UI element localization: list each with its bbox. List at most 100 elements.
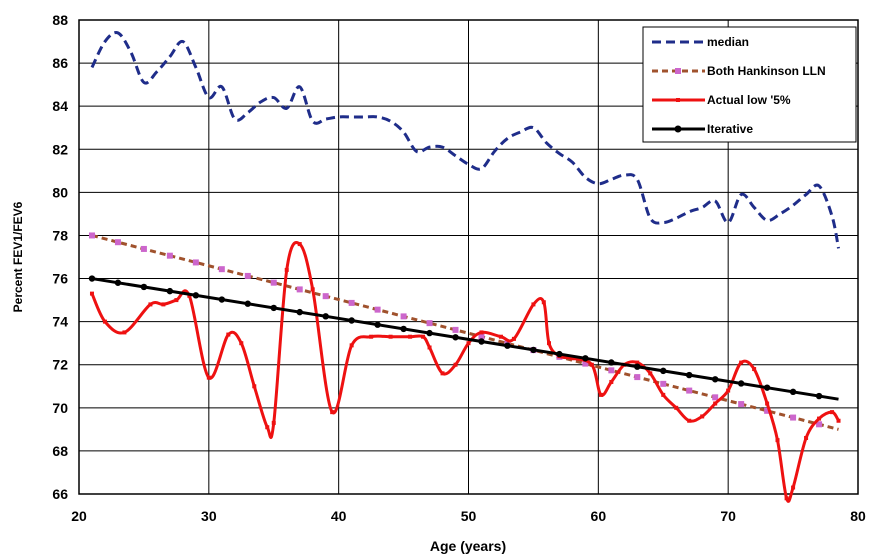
data-point xyxy=(348,299,355,306)
data-point xyxy=(817,416,822,421)
data-point xyxy=(348,317,355,324)
x-tick-label: 30 xyxy=(201,508,217,524)
x-tick-label: 70 xyxy=(720,508,736,524)
data-point xyxy=(738,401,745,408)
data-point xyxy=(686,371,693,379)
data-point xyxy=(790,414,797,421)
data-point xyxy=(589,362,594,367)
data-point xyxy=(582,355,589,362)
data-point xyxy=(452,334,459,341)
data-point xyxy=(661,392,666,397)
legend-item: median xyxy=(652,35,749,49)
data-point xyxy=(421,334,426,339)
series-actual-low-5 xyxy=(89,241,841,503)
y-tick-label: 76 xyxy=(52,271,68,287)
data-point xyxy=(737,380,745,387)
x-tick-label: 50 xyxy=(461,508,477,524)
data-point xyxy=(330,410,335,415)
data-point xyxy=(609,379,614,384)
data-point xyxy=(166,252,173,259)
data-point xyxy=(374,306,381,313)
x-tick-label: 20 xyxy=(71,508,87,524)
data-point xyxy=(511,336,516,341)
data-point xyxy=(88,275,96,282)
data-point xyxy=(660,367,667,375)
y-tick-label: 84 xyxy=(52,98,68,114)
data-point xyxy=(763,384,771,391)
data-point xyxy=(504,342,511,349)
data-point xyxy=(635,360,640,365)
y-tick-label: 70 xyxy=(52,400,68,416)
data-point xyxy=(252,384,257,389)
data-point xyxy=(88,232,95,239)
x-axis-title: Age (years) xyxy=(430,538,506,554)
legend: median Both Hankinson LLN Actual low '5% It… xyxy=(642,26,857,143)
data-point xyxy=(218,296,226,303)
y-tick-label: 86 xyxy=(52,55,68,71)
legend-label: Both Hankinson LLN xyxy=(707,64,826,78)
data-point xyxy=(244,300,251,307)
data-point xyxy=(270,304,277,312)
data-point xyxy=(239,341,244,346)
data-point xyxy=(739,360,744,365)
data-point xyxy=(582,360,589,367)
legend-marker xyxy=(674,125,682,133)
data-point xyxy=(546,341,551,346)
data-point xyxy=(711,376,719,383)
data-point xyxy=(427,345,432,350)
data-point xyxy=(440,371,445,376)
data-point xyxy=(226,332,231,337)
data-point xyxy=(166,287,174,295)
data-point xyxy=(498,334,503,339)
data-point xyxy=(791,485,796,490)
data-point xyxy=(89,291,94,296)
data-point xyxy=(836,418,841,423)
data-point xyxy=(114,239,121,246)
data-point xyxy=(530,346,537,354)
data-point xyxy=(206,375,211,380)
data-point xyxy=(102,319,107,324)
y-tick-label: 68 xyxy=(52,443,68,459)
y-tick-label: 80 xyxy=(52,184,68,200)
data-point xyxy=(674,405,679,410)
data-point xyxy=(452,326,459,333)
data-point xyxy=(349,343,354,348)
data-point xyxy=(598,392,603,397)
x-axis-ticks: 20 30 40 50 60 70 80 xyxy=(71,508,866,524)
data-point xyxy=(369,334,374,339)
data-point xyxy=(140,245,147,252)
y-tick-label: 72 xyxy=(52,357,68,373)
data-point xyxy=(608,359,615,366)
data-point xyxy=(140,283,148,291)
data-point xyxy=(114,279,122,286)
data-point xyxy=(713,401,718,406)
data-point xyxy=(297,242,302,247)
data-point xyxy=(815,392,823,400)
data-point xyxy=(816,421,823,428)
data-point xyxy=(218,266,225,273)
legend-item: Iterative xyxy=(652,122,753,136)
data-point xyxy=(726,388,731,393)
data-point xyxy=(789,388,797,396)
y-axis-title: Percent FEV1/FEV6 xyxy=(11,201,25,312)
data-point xyxy=(570,356,575,361)
series-median xyxy=(90,31,840,249)
data-point xyxy=(122,330,127,335)
data-point xyxy=(426,329,433,337)
series-iterative xyxy=(88,275,839,401)
data-point xyxy=(466,341,471,346)
data-point xyxy=(775,438,780,443)
data-point xyxy=(531,302,536,307)
data-point xyxy=(479,330,484,335)
data-point xyxy=(660,380,667,387)
data-point xyxy=(784,496,789,501)
data-point xyxy=(310,287,315,292)
data-point xyxy=(648,371,653,376)
legend-box xyxy=(642,26,857,143)
data-point xyxy=(400,325,407,333)
data-point xyxy=(556,350,563,358)
data-point xyxy=(830,410,835,415)
data-point xyxy=(244,272,251,279)
legend-label: Iterative xyxy=(707,122,753,136)
